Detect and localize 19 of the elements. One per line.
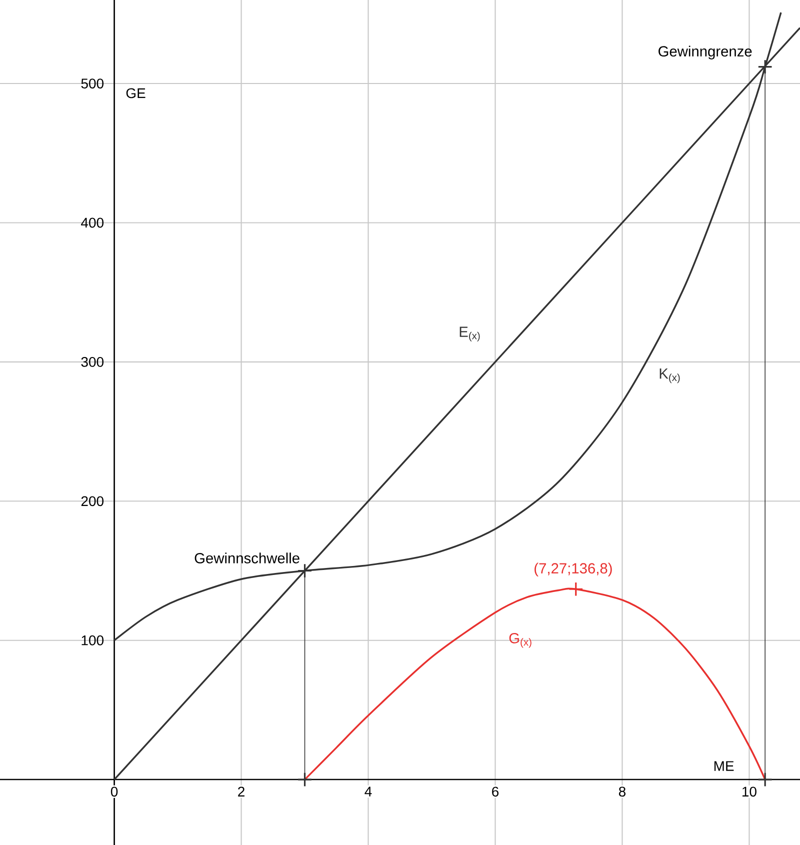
series-label: G$_{(x)}$ [509, 632, 532, 648]
x-tick-label: 8 [618, 786, 626, 797]
x-tick-label: 2 [238, 786, 244, 796]
x-tick-label: 10 [742, 786, 756, 797]
y-axis-title: GE [126, 88, 146, 98]
x-tick-label: 6 [492, 786, 499, 797]
y-tick-label: 400 [81, 218, 104, 228]
annotation: Gewinngrenze [658, 46, 752, 60]
annotation: Gewinnschwelle [194, 552, 300, 564]
y-tick-label: 300 [81, 356, 104, 367]
series-label: E$_{(x)}$ [460, 326, 480, 342]
x-tick-label: 4 [364, 786, 372, 796]
y-tick-label: 500 [81, 78, 104, 88]
x-axis-title: ME [714, 761, 734, 771]
annotation: (7,27;136,8) [534, 562, 612, 576]
y-tick-label: 200 [81, 496, 104, 506]
x-tick-label: 0 [110, 786, 118, 797]
series-label: K$_{(x)}$ [660, 368, 680, 384]
y-tick-label: 100 [82, 635, 104, 646]
